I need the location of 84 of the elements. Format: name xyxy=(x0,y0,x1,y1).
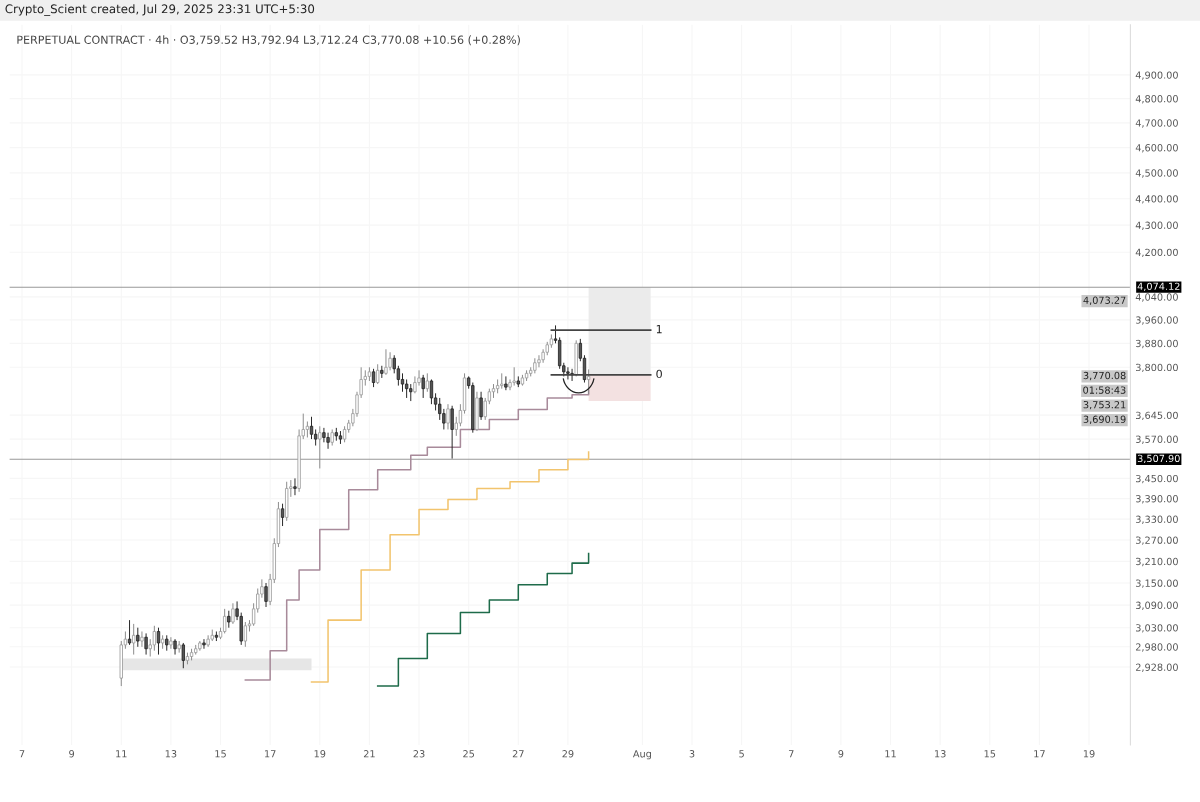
x-tick-label: 7 xyxy=(19,750,25,758)
y-tick-label: 3,270.00 xyxy=(1136,536,1178,545)
candlestick xyxy=(371,368,376,388)
candlestick xyxy=(280,503,285,527)
series-label: 1 xyxy=(656,325,662,334)
candlestick xyxy=(293,477,297,496)
y-tick-label: 4,700.00 xyxy=(1135,119,1178,128)
x-tick-label: 13 xyxy=(165,750,177,758)
candlestick xyxy=(450,405,454,460)
candlestick xyxy=(388,351,392,371)
x-tick-label: 17 xyxy=(265,750,276,758)
y-tick-label: 4,300.00 xyxy=(1135,221,1178,230)
y-tick-label: 3,210.00 xyxy=(1136,557,1178,567)
x-tick-label: 21 xyxy=(363,750,375,758)
x-tick-label: 17 xyxy=(1034,750,1045,758)
y-tick-label: 3,150.00 xyxy=(1136,579,1178,588)
y-tick-label: 4,600.00 xyxy=(1135,144,1178,153)
candlestick xyxy=(429,378,434,405)
candlestick xyxy=(144,632,148,656)
x-tick-label: 19 xyxy=(1083,750,1095,758)
x-tick-label: 23 xyxy=(413,750,425,758)
candlestick xyxy=(400,372,405,393)
x-tick-label: 5 xyxy=(739,750,744,758)
ref-line-label: 3,507.90 xyxy=(1137,454,1180,464)
text: PERPETUAL CONTRACT · 4h · O3,759.52 H3,792.94 L3,712.24 C3,770.08 +10.56 (+0.28%) xyxy=(17,35,520,46)
candlestick xyxy=(508,378,512,391)
y-tick-label: 3,090.00 xyxy=(1136,601,1178,610)
candlestick xyxy=(404,378,409,399)
candlestick xyxy=(326,432,330,450)
x-tick-label: 25 xyxy=(463,750,475,758)
candlestick xyxy=(566,366,570,380)
x-tick-label: 3 xyxy=(689,750,695,758)
y-tick-label: 3,880.00 xyxy=(1136,339,1178,349)
x-tick-label: 9 xyxy=(838,750,844,758)
candlestick xyxy=(504,375,508,391)
x-tick-label: Aug xyxy=(632,750,651,760)
y-tick-label: 3,450.00 xyxy=(1136,474,1178,484)
annotation: 3,770.08 xyxy=(1083,371,1126,381)
x-tick-label: 11 xyxy=(116,750,127,758)
candlestick xyxy=(127,619,132,646)
x-tick-label: 29 xyxy=(562,750,574,758)
y-tick-label: 3,330.00 xyxy=(1136,515,1178,524)
candlestick xyxy=(309,416,314,440)
y-tick-label: 4,500.00 xyxy=(1135,169,1178,178)
y-tick-label: 4,200.00 xyxy=(1135,248,1178,258)
annotation: 3,690.19 xyxy=(1083,415,1126,424)
candlestick xyxy=(425,372,429,393)
chart-title: Crypto_Scient created, Jul 29, 2025 23:31 UTC+5:30 xyxy=(5,4,315,16)
y-tick-label: 4,900.00 xyxy=(1135,71,1178,80)
x-tick-label: 19 xyxy=(314,750,326,758)
y-tick-label: 3,030.00 xyxy=(1136,624,1178,633)
candlestick xyxy=(442,408,446,430)
series-label: 0 xyxy=(656,369,662,379)
y-tick-label: 2,928.00 xyxy=(1135,663,1178,672)
x-tick-label: 15 xyxy=(215,750,226,758)
x-tick-label: 13 xyxy=(935,750,946,758)
annotation: 4,073.27 xyxy=(1083,296,1126,305)
y-tick-label: 3,800.00 xyxy=(1136,363,1178,373)
annotation: 01:58:43 xyxy=(1083,386,1126,394)
candlestick xyxy=(136,627,140,648)
x-tick-label: 7 xyxy=(788,750,794,758)
candlestick xyxy=(446,403,450,430)
candlestick xyxy=(421,374,425,399)
y-tick-label: 4,800.00 xyxy=(1135,95,1178,104)
ref-line-label: 4,074.12 xyxy=(1137,282,1180,291)
candlestick xyxy=(156,627,161,656)
x-tick-label: 27 xyxy=(512,750,524,758)
y-tick-label: 4,400.00 xyxy=(1135,195,1178,204)
y-tick-label: 2,980.00 xyxy=(1135,643,1178,652)
x-tick-label: 9 xyxy=(69,750,75,758)
candlestick xyxy=(264,582,268,608)
candlestick xyxy=(181,642,185,669)
candlestick xyxy=(173,638,177,656)
y-tick-label: 3,390.00 xyxy=(1136,495,1178,504)
candlestick xyxy=(479,391,483,421)
candlestick xyxy=(202,638,206,650)
y-tick-label: 3,570.00 xyxy=(1136,435,1178,444)
y-tick-label: 3,645.00 xyxy=(1136,411,1178,420)
x-tick-label: 11 xyxy=(885,750,896,758)
x-tick-label: 15 xyxy=(984,750,996,758)
y-tick-label: 4,040.00 xyxy=(1135,293,1178,302)
y-tick-label: 3,960.00 xyxy=(1136,316,1178,325)
annotation: 3,753.21 xyxy=(1083,401,1126,410)
candlestick xyxy=(541,348,545,364)
